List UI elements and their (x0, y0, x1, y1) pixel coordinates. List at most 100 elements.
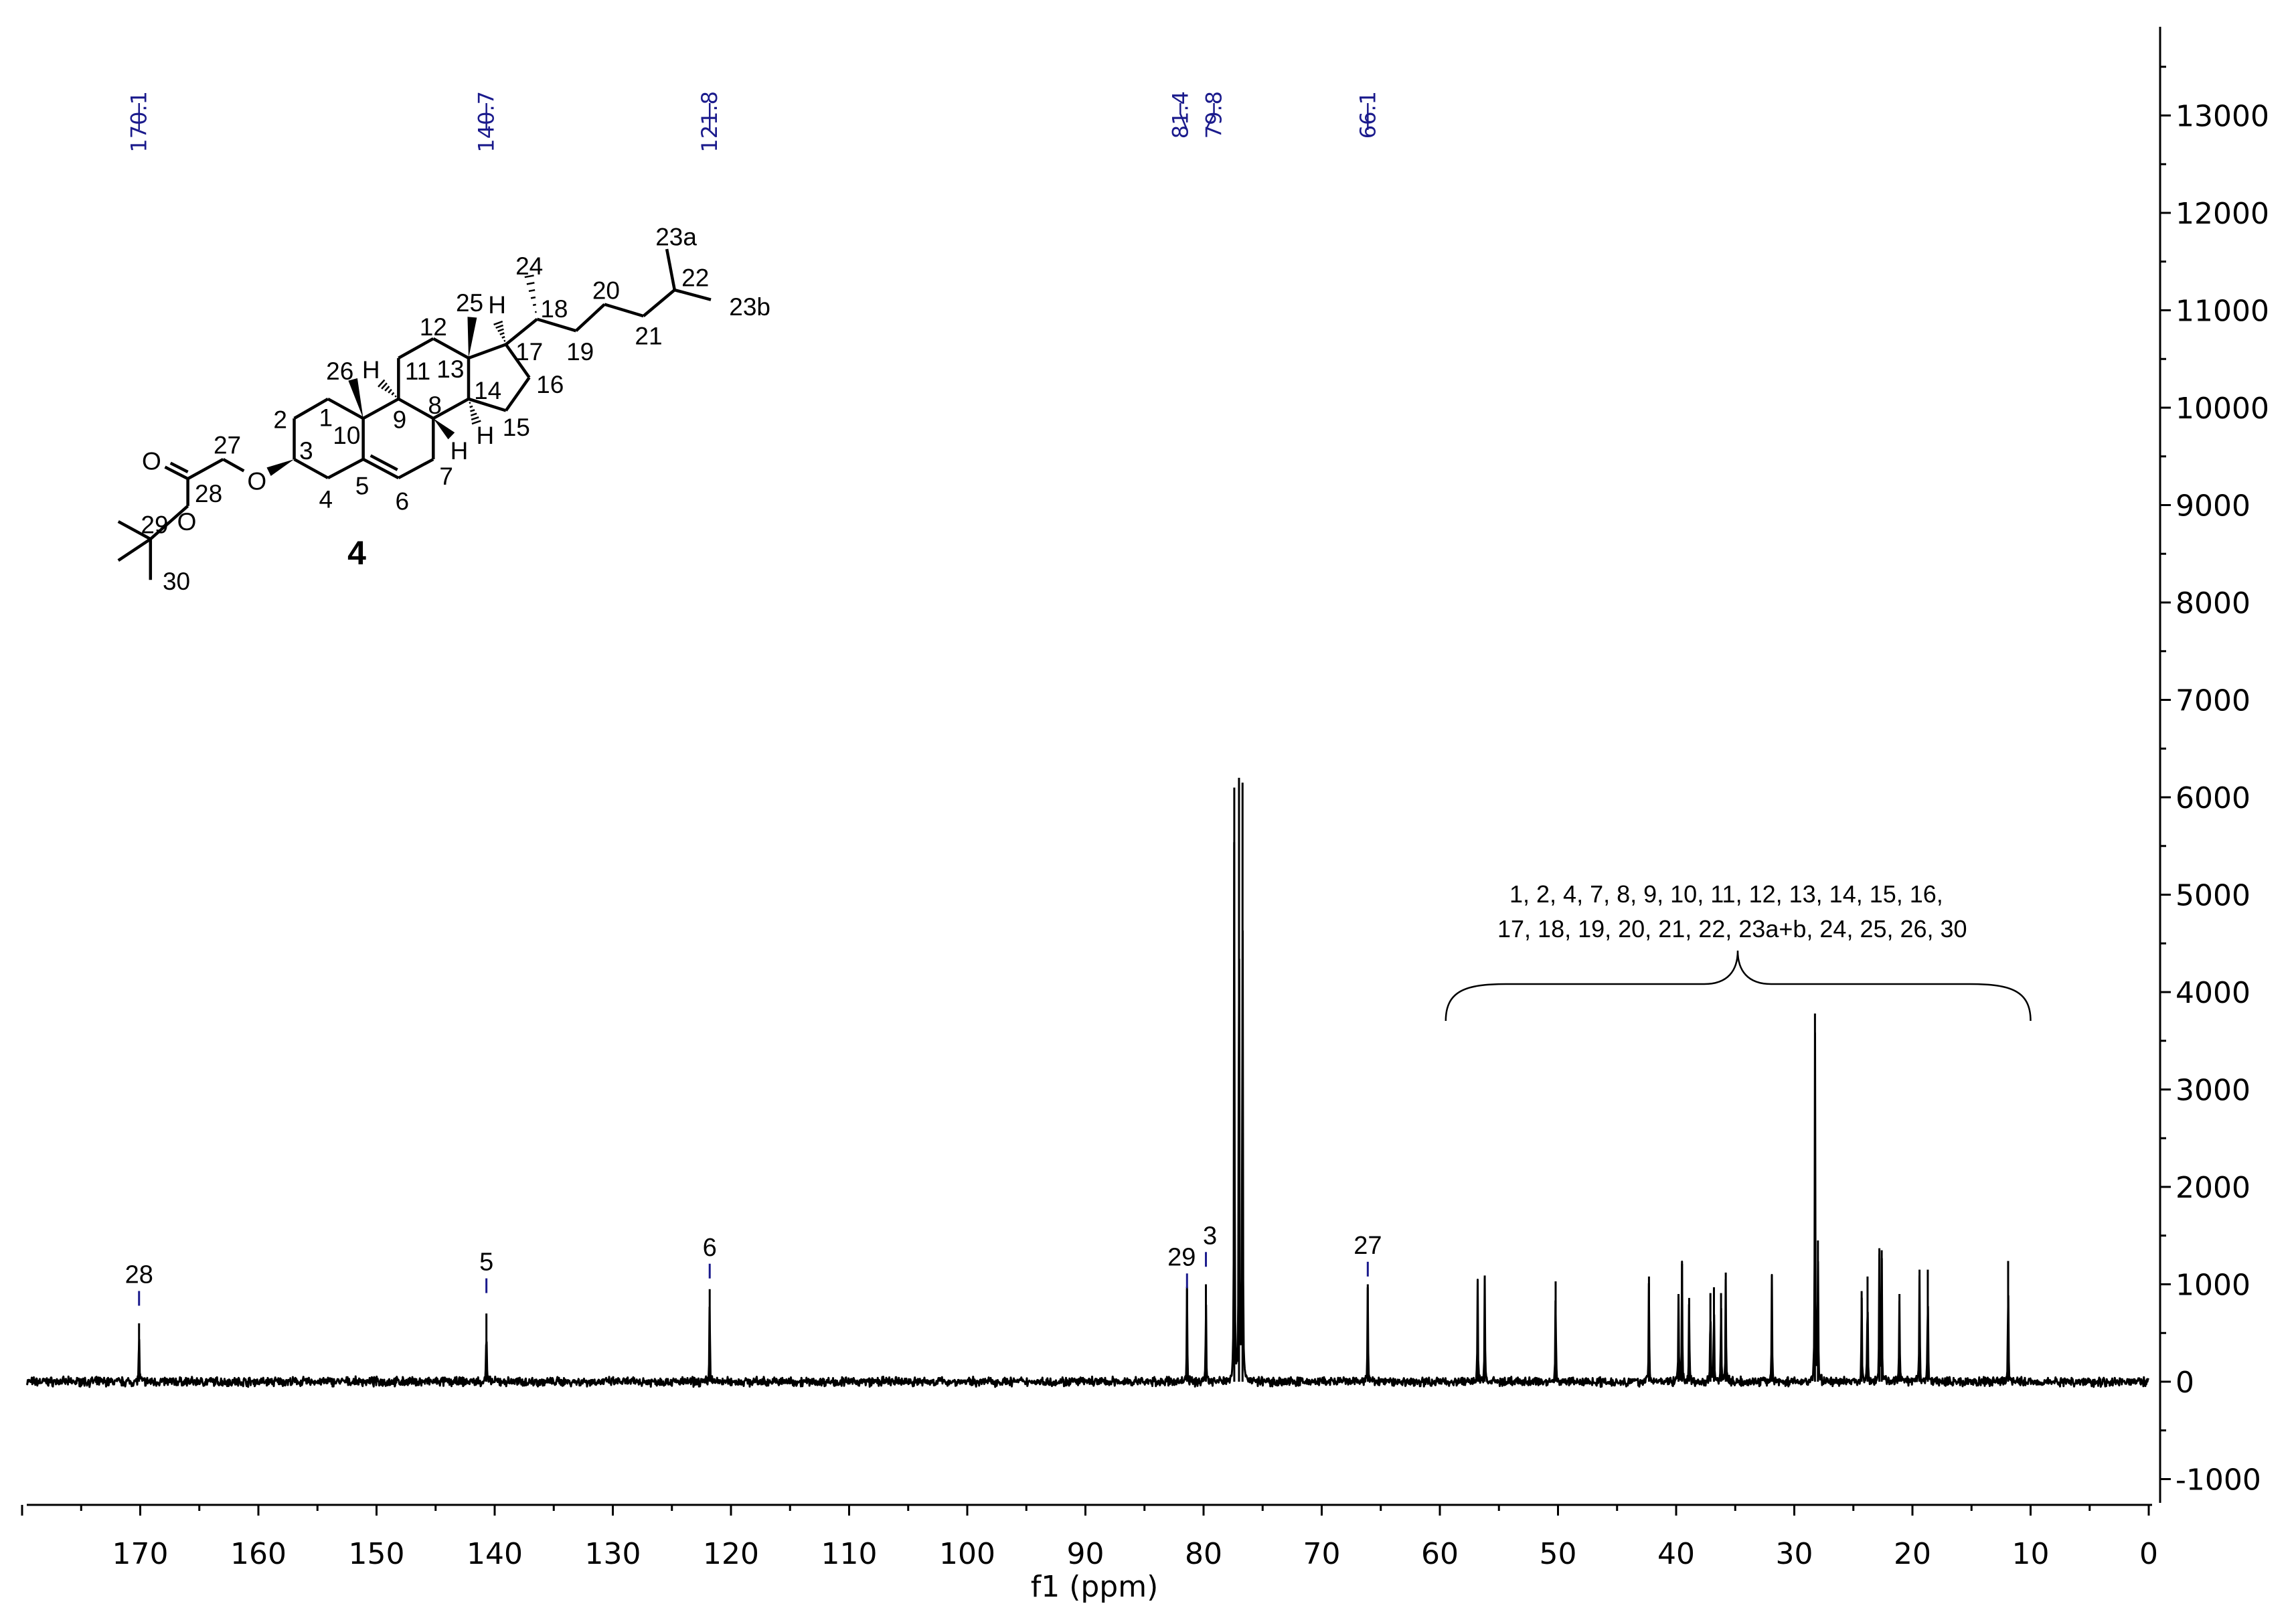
hashed-bond (470, 409, 475, 412)
peak-marks (138, 777, 2010, 1382)
atom-label-oxygen: O (177, 508, 197, 536)
atom-label-oxygen: O (142, 448, 161, 475)
bond (117, 520, 151, 541)
atom-number-label: 27 (214, 431, 241, 459)
atom-number-label: 22 (681, 264, 709, 291)
assignment-label: 6 (703, 1234, 717, 1262)
atom-number-label: 23b (729, 293, 770, 321)
atom-number-label: 24 (515, 252, 543, 280)
y-tick-label: 6000 (2176, 781, 2250, 815)
atom-number-label: 19 (566, 338, 594, 366)
x-tick-label: 0 (2139, 1537, 2158, 1571)
atom-number-label: 1 (319, 404, 333, 432)
hashed-bond (471, 420, 481, 425)
bond (149, 505, 189, 540)
hashed-bond (388, 388, 392, 394)
atom-number-label: 2 (273, 406, 287, 434)
y-tick-label: 5000 (2176, 879, 2250, 913)
hashed-bond (469, 405, 473, 408)
annotations: 170.1 140.7 121.8 81.4 79.8 66.128 56 293 27 (125, 91, 1382, 1306)
atom-label-hydrogen: H (362, 356, 380, 384)
atom-number-label: 20 (592, 277, 620, 305)
atom-number-label: 21 (635, 323, 662, 350)
bond (665, 248, 676, 291)
bond (398, 458, 434, 479)
x-tick-label: 130 (585, 1537, 641, 1571)
hashed-bond (381, 382, 388, 390)
x-tick-label: 70 (1303, 1537, 1341, 1571)
x-tick-label: 30 (1776, 1537, 1813, 1571)
brace-shape (1445, 950, 2032, 1022)
x-tick-label: 40 (1657, 1537, 1695, 1571)
x-tick-label: 10 (2012, 1537, 2050, 1571)
y-tick-label: -1000 (2176, 1463, 2261, 1498)
hashed-bond (471, 416, 479, 421)
bond (536, 317, 577, 333)
x-tick-label: 100 (939, 1537, 995, 1571)
x-tick-label: 170 (112, 1537, 169, 1571)
x-tick-label: 110 (821, 1537, 878, 1571)
atom-number-label: 18 (540, 295, 568, 323)
bond (432, 397, 470, 420)
y-tick-label: 11000 (2176, 295, 2269, 329)
wedge-bond (348, 378, 363, 418)
y-tick-label: 13000 (2176, 100, 2269, 134)
atom-number-label: 30 (163, 568, 190, 595)
x-axis-label: f1 (ppm) (1031, 1570, 1159, 1604)
y-tick-label: 0 (2176, 1366, 2194, 1400)
bond (642, 289, 676, 317)
atom-number-label: 5 (355, 472, 370, 499)
hashed-bond (394, 395, 397, 398)
x-tick-label: 20 (1894, 1537, 1931, 1571)
assignment-label: 3 (1203, 1222, 1217, 1250)
atom-number-label: 14 (474, 377, 501, 404)
atom-number-label: 25 (456, 289, 483, 317)
hashed-bond (493, 320, 503, 326)
x-tick-label: 120 (703, 1537, 759, 1571)
atom-number-label: 11 (405, 357, 430, 385)
atom-label-hydrogen: H (450, 437, 469, 465)
hashed-bond (528, 289, 536, 293)
x-tick-label: 90 (1067, 1537, 1104, 1571)
bond (574, 303, 606, 332)
atom-number-label: 29 (141, 511, 168, 539)
bond (293, 397, 329, 420)
atom-number-label: 16 (536, 371, 564, 398)
bond (362, 397, 400, 420)
y-tick-label: 1000 (2176, 1269, 2250, 1303)
y-tick-label: 12000 (2176, 197, 2269, 231)
atom-number-label: 10 (333, 422, 360, 449)
x-tick-label: 50 (1540, 1537, 1577, 1571)
hashed-bond (530, 296, 536, 299)
bond (293, 458, 329, 479)
assignment-label: 5 (479, 1248, 493, 1277)
bond (362, 458, 400, 479)
bond (504, 376, 531, 412)
atom-label-hydrogen: H (488, 291, 506, 319)
hashed-bond (497, 328, 504, 332)
atom-number-label: 17 (515, 338, 543, 366)
assignment-label: 28 (125, 1261, 153, 1289)
brace-text-line-1: 1, 2, 4, 7, 8, 9, 10, 11, 12, 13, 14, 15… (1509, 880, 1943, 908)
hashed-bond (524, 274, 534, 278)
double-bond (370, 454, 398, 471)
bond (398, 337, 434, 359)
wedge-bond (266, 459, 295, 476)
x-tick-label: 80 (1185, 1537, 1222, 1571)
atom-number-label: 6 (395, 488, 409, 515)
bond (398, 397, 434, 420)
assignment-label: 29 (1167, 1243, 1196, 1271)
y-tick-label: 8000 (2176, 586, 2250, 621)
top-peak-connector (1179, 103, 1188, 131)
hashed-bond (391, 392, 395, 396)
hashed-bond (499, 332, 505, 335)
wedge-bond (467, 317, 477, 358)
x-tick-label: 60 (1421, 1537, 1459, 1571)
compound-number: 4 (347, 534, 366, 572)
atom-number-label: 28 (195, 480, 222, 507)
hashed-bond (378, 379, 386, 388)
top-peak-connector (1205, 103, 1215, 131)
bond (504, 343, 531, 379)
x-tick-label: 160 (230, 1537, 286, 1571)
